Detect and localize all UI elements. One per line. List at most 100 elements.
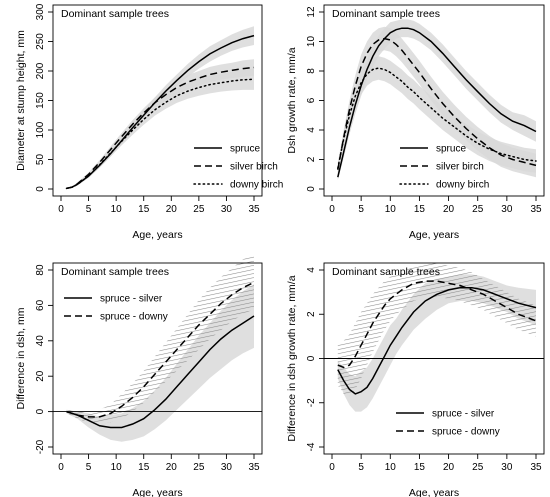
legend-label-1: spruce (230, 144, 260, 155)
y-tick-label: 20 (35, 370, 46, 382)
x-tick-label: 35 (248, 462, 260, 473)
legend-label-2: spruce - downy (100, 312, 168, 323)
x-tick-label: 20 (166, 204, 178, 215)
x-tick-label: 20 (443, 462, 455, 473)
x-tick-label: 15 (138, 462, 150, 473)
x-tick-label: 5 (358, 204, 364, 215)
y-tick-label: 100 (35, 121, 46, 138)
x-tick-label: 0 (329, 204, 335, 215)
y-tick-label: 0 (35, 186, 46, 192)
series-line-3 (337, 67, 537, 170)
panel-title: Dominant sample trees (61, 8, 169, 20)
x-tick-label: 10 (385, 204, 397, 215)
y-tick-label: 10 (306, 36, 317, 48)
x-tick-label: 35 (530, 462, 542, 473)
y-axis-title: Difference in dsh, mm (15, 307, 27, 409)
x-tick-label: 15 (414, 462, 426, 473)
x-tick-label: 35 (530, 204, 542, 215)
y-tick-label: 150 (35, 92, 46, 109)
legend-label-2: spruce - downy (432, 427, 500, 438)
y-tick-label: -2 (306, 398, 317, 407)
y-tick-label: 2 (306, 156, 317, 162)
x-tick-label: 35 (248, 204, 260, 215)
y-tick-label: 12 (306, 6, 317, 18)
legend-label-1: spruce - silver (100, 294, 163, 305)
series-line-1 (337, 286, 537, 395)
y-tick-label: 200 (35, 62, 46, 79)
plot-frame (52, 262, 263, 455)
x-tick-label: 25 (472, 204, 484, 215)
legend: spruce silver birch downy birch (193, 144, 283, 191)
x-tick-label: 0 (58, 204, 64, 215)
panel-title: Dominant sample trees (332, 8, 440, 20)
panel-1: 0 5 10 15 20 25 30 35 0 50 100 150 200 250 300 Age, yea… (15, 3, 283, 241)
panel-3: 0 5 10 15 20 25 30 35 -20 0 20 40 60 80 Age, years Diff… (15, 254, 263, 497)
panel-title: Dominant sample trees (332, 266, 440, 278)
legend: spruce - silver spruce - downy (64, 294, 168, 323)
confidence-band-3 (337, 56, 536, 175)
y-axis-title: Diameter at stump height, mm (15, 30, 27, 171)
x-tick-label: 30 (221, 204, 233, 215)
legend: spruce - silver spruce - downy (396, 409, 500, 438)
x-tick-label: 20 (166, 462, 178, 473)
x-tick-label: 25 (193, 462, 205, 473)
y-tick-label: 40 (35, 335, 46, 347)
y-tick-label: 2 (306, 311, 317, 317)
y-axis-title: Dsh growth rate, mm/a (286, 47, 298, 153)
x-axis-title: Age, years (409, 487, 459, 497)
series-line-1 (337, 27, 537, 178)
series-line-1 (66, 315, 255, 429)
x-tick-label: 5 (86, 462, 92, 473)
x-tick-label: 20 (443, 204, 455, 215)
y-tick-label: 50 (35, 154, 46, 166)
x-axis-title: Age, years (132, 229, 182, 241)
confidence-band-1 (337, 274, 536, 412)
y-tick-label: -4 (306, 442, 317, 451)
panel-4: 0 5 10 15 20 25 30 35 -4 -2 0 2 4 Age, years Differenc… (286, 262, 545, 497)
y-tick-label: 300 (35, 3, 46, 20)
panel-title: Dominant sample trees (61, 266, 169, 278)
x-tick-label: 5 (358, 462, 364, 473)
x-tick-label: 10 (111, 462, 123, 473)
y-tick-label: -20 (35, 439, 46, 454)
x-tick-label: 5 (86, 204, 92, 215)
confidence-band-1 (337, 19, 536, 181)
y-tick-label: 60 (35, 299, 46, 311)
x-axis-title: Age, years (132, 487, 182, 497)
x-axis-title: Age, years (409, 229, 459, 241)
x-tick-label: 25 (193, 204, 205, 215)
y-tick-label: 80 (35, 264, 46, 276)
y-tick-label: 0 (306, 355, 317, 361)
legend-label-1: spruce (436, 144, 466, 155)
y-tick-label: 0 (35, 408, 46, 414)
x-tick-label: 0 (329, 462, 335, 473)
x-tick-label: 30 (501, 462, 513, 473)
y-tick-label: 0 (306, 186, 317, 192)
confidence-band-2 (337, 263, 536, 397)
x-tick-label: 0 (58, 462, 64, 473)
legend-label-3: downy birch (436, 180, 489, 191)
panel-2: 0 5 10 15 20 25 30 35 0 2 4 6 8 10 12 Age, years Dsh gro… (286, 4, 545, 241)
y-tick-label: 4 (306, 127, 317, 133)
y-tick-label: 4 (306, 267, 317, 273)
series-line-2 (337, 37, 537, 170)
legend: spruce silver birch downy birch (399, 144, 489, 191)
legend-label-3: downy birch (230, 180, 283, 191)
series-line-2 (66, 281, 255, 418)
x-tick-label: 30 (501, 204, 513, 215)
legend-label-2: silver birch (230, 162, 278, 173)
series-line-3 (65, 78, 255, 190)
x-tick-label: 25 (472, 462, 484, 473)
confidence-band-2 (66, 254, 254, 424)
x-tick-label: 15 (138, 204, 150, 215)
y-axis-title: Difference in dsh growth rate, mm/a (286, 275, 298, 441)
x-tick-label: 30 (221, 462, 233, 473)
series-line-2 (66, 66, 255, 190)
legend-label-1: spruce - silver (432, 409, 495, 420)
x-tick-label: 10 (111, 204, 123, 215)
y-tick-label: 6 (306, 97, 317, 103)
series-line-2 (337, 280, 537, 369)
x-tick-label: 15 (414, 204, 426, 215)
x-tick-label: 10 (385, 462, 397, 473)
